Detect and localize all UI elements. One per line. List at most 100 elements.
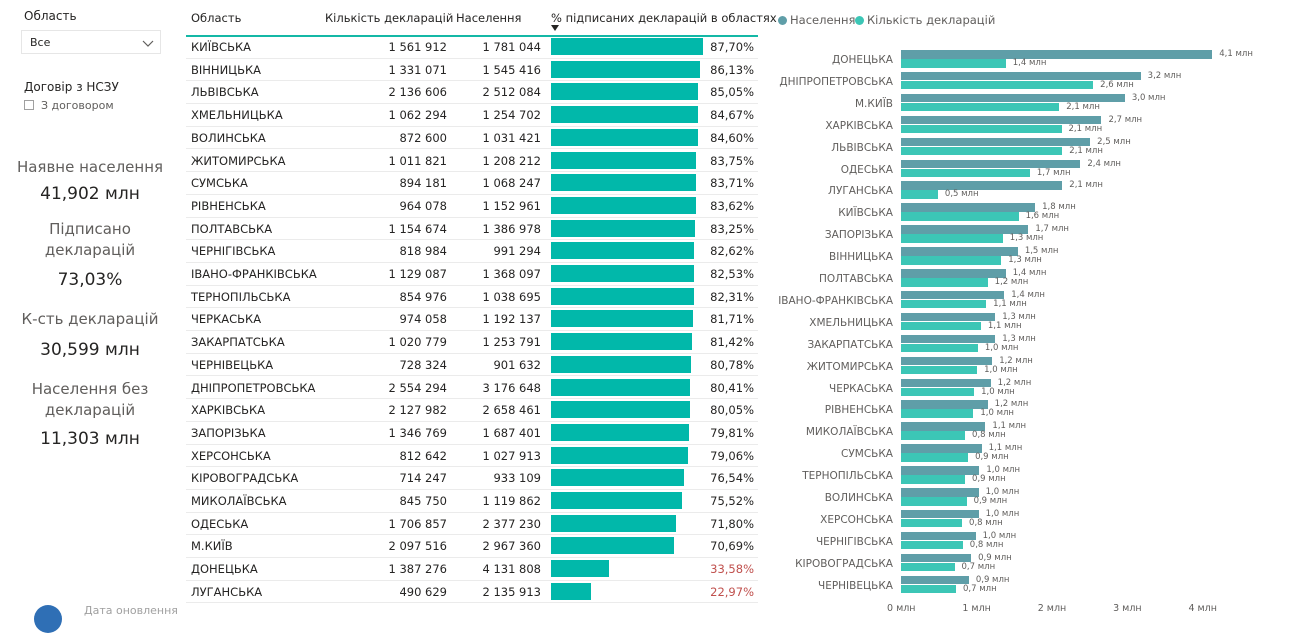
declarations-bar[interactable] — [901, 234, 1003, 243]
table-row[interactable]: ХЕРСОНСЬКА 812 642 1 027 913 79,06% — [186, 445, 758, 468]
population-bar[interactable] — [901, 269, 1006, 278]
declarations-bar[interactable] — [901, 299, 987, 309]
table-row[interactable]: ВІННИЦЬКА 1 331 071 1 545 416 86,13% — [186, 59, 758, 82]
update-date-label: Дата оновлення — [84, 604, 178, 617]
table-row[interactable]: ХМЕЛЬНИЦЬКА 1 062 294 1 254 702 84,67% — [186, 104, 758, 127]
declarations-bar[interactable] — [901, 321, 981, 331]
declarations-bar[interactable] — [901, 146, 1063, 156]
population-bar[interactable] — [901, 488, 979, 497]
population-bar[interactable] — [901, 466, 980, 475]
population-bar[interactable] — [901, 71, 1141, 81]
population-bar[interactable] — [901, 334, 996, 344]
table-row[interactable]: ДОНЕЦЬКА 1 387 276 4 131 808 33,58% — [186, 558, 758, 581]
population-bar[interactable] — [901, 553, 972, 563]
population-bar[interactable] — [901, 312, 996, 322]
table-row[interactable]: ЗАКАРПАТСЬКА 1 020 779 1 253 791 81,42% — [186, 331, 758, 354]
population-bar[interactable] — [901, 400, 988, 409]
table-row[interactable]: ЗАПОРІЗЬКА 1 346 769 1 687 401 79,81% — [186, 422, 758, 445]
table-row[interactable]: ПОЛТАВСЬКА 1 154 674 1 386 978 83,25% — [186, 218, 758, 241]
declarations-bar[interactable] — [901, 256, 1002, 265]
declarations-bar[interactable] — [901, 453, 969, 462]
table-row[interactable]: ЖИТОМИРСЬКА 1 011 821 1 208 212 83,75% — [186, 150, 758, 173]
region-dropdown[interactable]: Все — [21, 30, 161, 54]
table-row[interactable]: ВОЛИНСЬКА 872 600 1 031 421 84,60% — [186, 127, 758, 150]
cell-percent: 82,53% — [710, 267, 754, 281]
cell-percent: 87,70% — [710, 40, 754, 54]
declarations-bar[interactable] — [901, 431, 966, 440]
declarations-bar[interactable] — [901, 212, 1019, 221]
declarations-bar[interactable] — [901, 80, 1094, 90]
col-header-region[interactable]: Область — [191, 11, 242, 25]
table-row[interactable]: М.КИЇВ 2 097 516 2 967 360 70,69% — [186, 535, 758, 559]
table-row[interactable]: КИЇВСЬКА 1 561 912 1 781 044 87,70% — [186, 36, 758, 59]
population-bar[interactable] — [901, 159, 1081, 168]
declarations-bar[interactable] — [901, 365, 978, 375]
population-bar[interactable] — [901, 115, 1102, 125]
category-label: ВОЛИНСЬКА — [824, 492, 893, 504]
declarations-bar[interactable] — [901, 409, 974, 418]
population-bar[interactable] — [901, 247, 1018, 256]
legend-declarations-label[interactable]: Кількість декларацій — [867, 13, 996, 27]
cell-declarations: 872 600 — [399, 130, 447, 145]
declarations-bar[interactable] — [901, 168, 1030, 177]
table-row[interactable]: ЧЕРНІГІВСЬКА 818 984 991 294 82,62% — [186, 240, 758, 263]
col-header-declarations[interactable]: Кількість декларацій — [325, 11, 454, 25]
declarations-bar[interactable] — [901, 124, 1062, 134]
population-bar[interactable] — [901, 509, 979, 519]
table-row[interactable]: СУМСЬКА 894 181 1 068 247 83,71% — [186, 172, 758, 195]
population-bar[interactable] — [901, 444, 982, 453]
population-bar[interactable] — [901, 50, 1213, 59]
col-header-percent[interactable]: % підписаних декларацій в областях — [551, 11, 777, 25]
declarations-bar[interactable] — [901, 387, 975, 396]
declarations-data-label: 1,0 млн — [984, 342, 1019, 353]
declarations-bar[interactable] — [901, 190, 938, 199]
cell-declarations: 854 976 — [399, 289, 447, 304]
declarations-bar[interactable] — [901, 540, 963, 550]
population-bar[interactable] — [901, 137, 1091, 147]
contract-checkbox[interactable] — [24, 100, 34, 110]
category-label: ОДЕСЬКА — [840, 163, 893, 176]
table-row[interactable]: ЛЬВІВСЬКА 2 136 606 2 512 084 85,05% — [186, 81, 758, 105]
declarations-bar[interactable] — [901, 475, 966, 484]
population-bar[interactable] — [901, 203, 1036, 212]
declarations-data-label: 1,0 млн — [980, 408, 1014, 419]
table-row[interactable]: ЛУГАНСЬКА 490 629 2 135 913 22,97% — [186, 581, 758, 604]
table-row[interactable]: ЧЕРКАСЬКА 974 058 1 192 137 81,71% — [186, 308, 758, 332]
table-row[interactable]: ХАРКІВСЬКА 2 127 982 2 658 461 80,05% — [186, 399, 758, 422]
declarations-bar[interactable] — [901, 343, 978, 353]
population-bar[interactable] — [901, 575, 969, 585]
population-bar[interactable] — [901, 290, 1005, 300]
cell-population: 1 253 791 — [482, 335, 541, 350]
table-row[interactable]: МИКОЛАЇВСЬКА 845 750 1 119 862 75,52% — [186, 490, 758, 513]
declarations-bar[interactable] — [901, 584, 957, 594]
population-bar[interactable] — [901, 356, 993, 366]
table-row[interactable]: ДНІПРОПЕТРОВСЬКА 2 554 294 3 176 648 80,41% — [186, 377, 758, 400]
cell-population: 2 967 360 — [482, 539, 541, 554]
declarations-bar[interactable] — [901, 562, 955, 572]
table-row[interactable]: КІРОВОГРАДСЬКА 714 247 933 109 76,54% — [186, 467, 758, 490]
population-bar[interactable] — [901, 93, 1125, 103]
population-data-label: 1,1 млн — [988, 443, 1023, 454]
population-bar[interactable] — [901, 225, 1029, 234]
population-bar[interactable] — [901, 531, 976, 541]
table-row[interactable]: ТЕРНОПІЛЬСЬКА 854 976 1 038 695 82,31% — [186, 286, 758, 309]
legend-population-label[interactable]: Населення — [790, 13, 856, 27]
cell-percent: 70,69% — [710, 539, 754, 554]
col-header-population[interactable]: Населення — [456, 11, 522, 25]
declarations-bar[interactable] — [901, 278, 988, 287]
cell-region: ЧЕРНІВЕЦЬКА — [191, 357, 274, 372]
declarations-bar[interactable] — [901, 102, 1060, 112]
population-bar[interactable] — [901, 378, 991, 387]
table-row[interactable]: РІВНЕНСЬКА 964 078 1 152 961 83,62% — [186, 195, 758, 218]
table-row[interactable]: ОДЕСЬКА 1 706 857 2 377 230 71,80% — [186, 513, 758, 536]
declarations-bar[interactable] — [901, 59, 1006, 68]
table-row[interactable]: ЧЕРНІВЕЦЬКА 728 324 901 632 80,78% — [186, 354, 758, 377]
population-bar[interactable] — [901, 181, 1063, 190]
declarations-data-label: 0,9 млн — [975, 452, 1009, 463]
contract-checkbox-label[interactable]: З договором — [41, 99, 114, 112]
table-row[interactable]: ІВАНО-ФРАНКІВСЬКА 1 129 087 1 368 097 82,53… — [186, 263, 758, 286]
declarations-bar[interactable] — [901, 497, 967, 506]
population-bar[interactable] — [901, 422, 986, 431]
declarations-bar[interactable] — [901, 518, 963, 528]
cell-percent: 79,81% — [710, 425, 754, 440]
